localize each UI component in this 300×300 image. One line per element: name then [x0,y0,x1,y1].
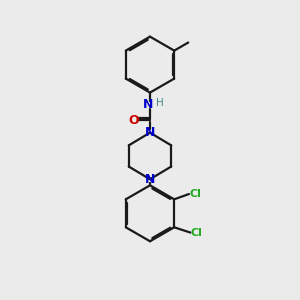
Text: Cl: Cl [190,189,201,199]
Text: N: N [145,173,155,186]
Text: H: H [155,98,163,109]
Text: O: O [129,114,140,127]
Text: N: N [145,126,155,139]
Text: N: N [143,98,154,111]
Text: Cl: Cl [191,228,203,238]
